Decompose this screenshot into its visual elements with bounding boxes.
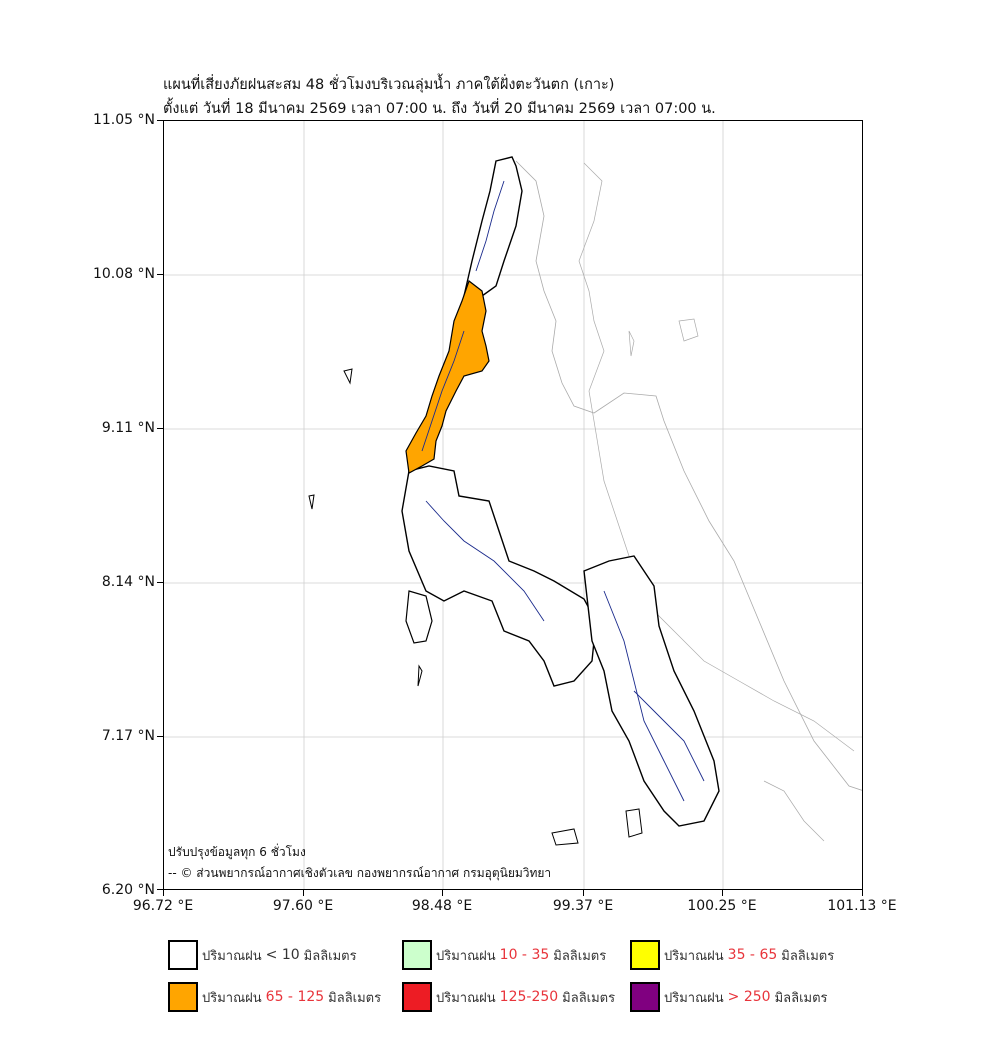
phuket-island <box>405 590 433 644</box>
y-tick-label: 11.05 °N <box>92 112 155 128</box>
map-title: แผนที่เสี่ยงภัยฝนสะสม 48 ชั่วโมงบริเวณลุ… <box>163 77 615 93</box>
legend-swatch-light-green <box>402 940 432 970</box>
legend-item: ปริมาณฝน < 10 มิลลิเมตร <box>168 940 357 970</box>
legend-prefix: ปริมาณฝน <box>202 990 262 1006</box>
x-tick-mark <box>303 890 304 896</box>
legend-unit: มิลลิเมตร <box>562 990 616 1006</box>
basin-south-west <box>401 465 597 687</box>
x-tick-label: 96.72 °E <box>132 898 194 914</box>
island-outline <box>628 318 825 842</box>
x-tick-label: 101.13 °E <box>827 898 897 914</box>
legend-item: ปริมาณฝน 65 - 125 มิลลิเมตร <box>168 982 381 1012</box>
legend-prefix: ปริมาณฝน <box>436 990 496 1006</box>
x-tick-mark <box>442 890 443 896</box>
y-tick-mark <box>157 582 163 583</box>
y-tick-label: 10.08 °N <box>92 266 155 282</box>
map-gridlines <box>164 121 862 889</box>
legend-range: > 250 <box>727 989 771 1005</box>
x-tick-mark <box>862 890 863 896</box>
river-network <box>421 180 705 802</box>
offshore-islands <box>308 368 643 846</box>
update-note: ปรับปรุงข้อมูลทุก 6 ชั่วโมง <box>168 845 306 859</box>
basin-south-east <box>583 555 720 827</box>
legend-swatch-yellow <box>630 940 660 970</box>
legend-swatch-red <box>402 982 432 1012</box>
y-tick-mark <box>157 428 163 429</box>
legend-range: 125-250 <box>499 989 559 1005</box>
y-tick-mark <box>157 274 163 275</box>
y-tick-label: 6.20 °N <box>101 882 155 898</box>
legend-unit: มิลลิเมตร <box>303 948 357 964</box>
legend-swatch-white <box>168 940 198 970</box>
x-tick-mark <box>583 890 584 896</box>
map-subtitle-date-range: ตั้งแต่ วันที่ 18 มีนาคม 2569 เวลา 07:00… <box>163 101 716 117</box>
inner-border-line <box>578 162 855 752</box>
y-tick-mark <box>157 889 163 890</box>
legend-prefix: ปริมาณฝน <box>436 948 496 964</box>
x-tick-label: 100.25 °E <box>687 898 757 914</box>
y-tick-mark <box>157 120 163 121</box>
legend-swatch-orange <box>168 982 198 1012</box>
x-tick-label: 98.48 °E <box>411 898 473 914</box>
legend-item: ปริมาณฝน 125-250 มิลลิเมตร <box>402 982 615 1012</box>
legend-range: 65 - 125 <box>265 989 325 1005</box>
map-canvas <box>164 121 862 889</box>
map-area[interactable] <box>163 120 863 890</box>
credit-note: -- © ส่วนพยากรณ์อากาศเชิงตัวเลข กองพยากร… <box>168 866 552 880</box>
legend-unit: มิลลิเมตร <box>781 948 835 964</box>
y-tick-label: 8.14 °N <box>101 574 155 590</box>
legend-range: 10 - 35 <box>499 947 550 963</box>
legend-unit: มิลลิเมตร <box>328 990 382 1006</box>
y-tick-label: 7.17 °N <box>101 728 155 744</box>
legend-swatch-purple <box>630 982 660 1012</box>
basin-north <box>463 156 523 297</box>
legend-item: ปริมาณฝน 10 - 35 มิลลิเมตร <box>402 940 606 970</box>
x-tick-mark <box>163 890 164 896</box>
y-tick-mark <box>157 736 163 737</box>
neighbor-coastline <box>515 160 862 791</box>
y-tick-label: 9.11 °N <box>101 420 155 436</box>
legend-item: ปริมาณฝน 35 - 65 มิลลิเมตร <box>630 940 834 970</box>
legend-prefix: ปริมาณฝน <box>202 948 262 964</box>
x-tick-mark <box>722 890 723 896</box>
legend-range: < 10 <box>265 947 300 963</box>
legend-unit: มิลลิเมตร <box>774 990 828 1006</box>
legend-unit: มิลลิเมตร <box>553 948 607 964</box>
x-tick-label: 99.37 °E <box>552 898 614 914</box>
legend-prefix: ปริมาณฝน <box>664 990 724 1006</box>
legend-item: ปริมาณฝน > 250 มิลลิเมตร <box>630 982 828 1012</box>
legend-range: 35 - 65 <box>727 947 778 963</box>
x-tick-label: 97.60 °E <box>272 898 334 914</box>
legend-prefix: ปริมาณฝน <box>664 948 724 964</box>
